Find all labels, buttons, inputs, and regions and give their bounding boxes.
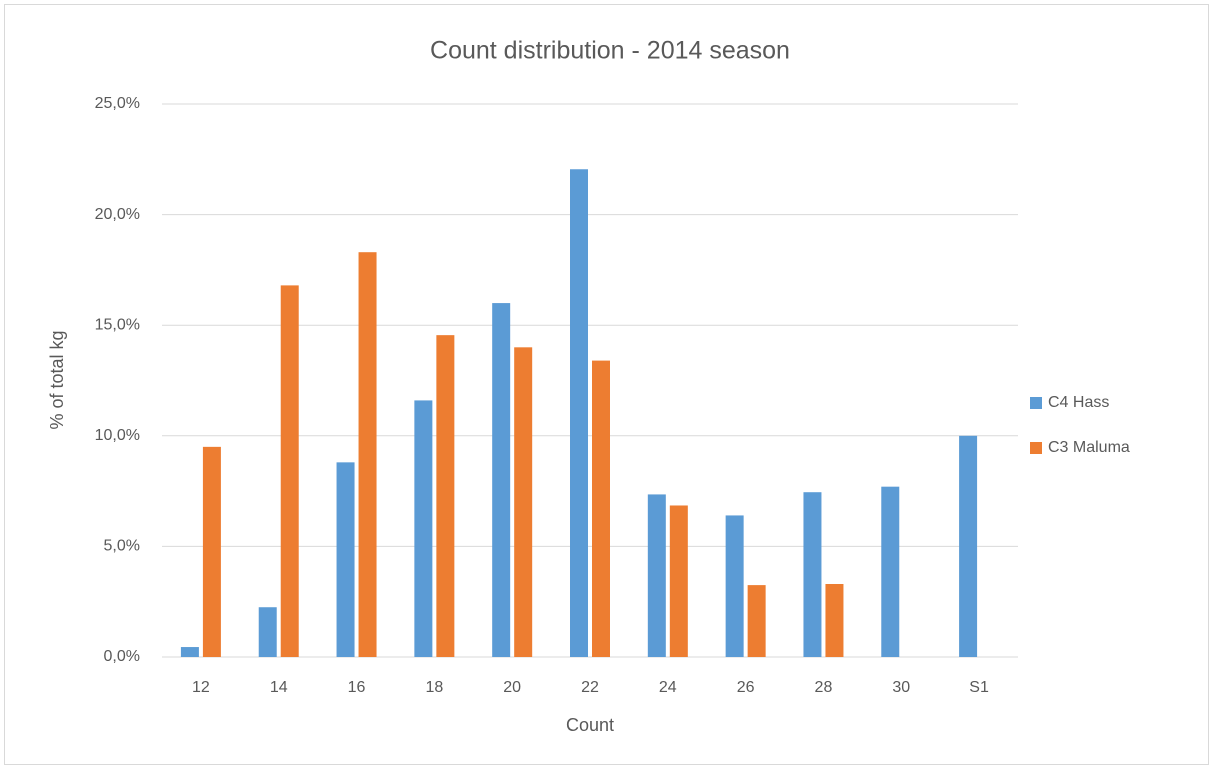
x-axis-label: Count — [566, 715, 614, 735]
bar — [825, 584, 844, 657]
x-tick-label: 14 — [270, 679, 288, 696]
bar — [202, 446, 221, 657]
bar — [180, 647, 199, 657]
x-tick-label: 28 — [815, 679, 833, 696]
bar — [436, 335, 455, 657]
y-tick-label: 0,0% — [104, 648, 140, 665]
y-tick-label: 10,0% — [95, 427, 140, 444]
bar — [336, 462, 355, 657]
bar — [492, 303, 511, 657]
x-tick-label: 24 — [659, 679, 677, 696]
y-tick-label: 15,0% — [95, 316, 140, 333]
x-tick-label: 12 — [192, 679, 210, 696]
x-tick-label: 22 — [581, 679, 599, 696]
legend-swatch — [1030, 397, 1042, 409]
legend-label: C4 Hass — [1048, 394, 1109, 411]
x-tick-label: 18 — [425, 679, 443, 696]
bar — [414, 400, 433, 657]
x-tick-label: 16 — [348, 679, 366, 696]
bar — [881, 486, 900, 657]
bar — [669, 505, 688, 657]
y-tick-label: 5,0% — [104, 538, 140, 555]
bar — [358, 252, 377, 658]
bar — [514, 347, 533, 657]
bar — [803, 492, 822, 657]
legend-label: C3 Maluma — [1048, 439, 1130, 456]
bar — [747, 585, 766, 657]
bar — [280, 285, 299, 657]
y-axis-label: % of total kg — [47, 330, 67, 429]
x-tick-label: 30 — [892, 679, 910, 696]
bar — [258, 607, 277, 657]
legend-swatch — [1030, 442, 1042, 454]
x-tick-label: 26 — [737, 679, 755, 696]
x-tick-label: S1 — [969, 679, 989, 696]
bar — [570, 169, 588, 657]
bar — [592, 360, 610, 657]
bar — [959, 435, 978, 657]
chart-title: Count distribution - 2014 season — [430, 37, 790, 65]
x-tick-label: 20 — [503, 679, 521, 696]
bar — [725, 515, 744, 657]
bar — [647, 494, 666, 657]
y-tick-label: 25,0% — [95, 95, 140, 112]
y-tick-label: 20,0% — [95, 206, 140, 223]
